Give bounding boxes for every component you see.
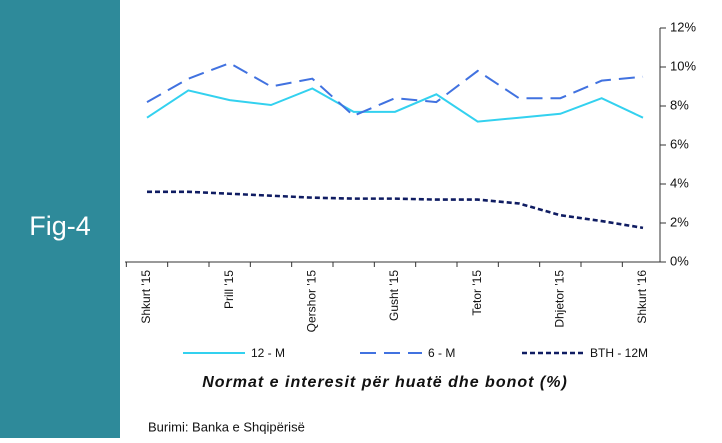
- series-line: [147, 190, 644, 230]
- x-tick-label: Shkurt '15: [139, 270, 153, 324]
- figure-label: Fig-4: [29, 211, 91, 241]
- y-tick-label: 10%: [670, 58, 696, 73]
- chart-title: Normat e interesit për huatë dhe bonot (…: [202, 374, 568, 391]
- x-tick-label: Prill '15: [222, 270, 236, 309]
- y-tick-label: 6%: [670, 136, 689, 151]
- x-tick-label: Qershor '15: [305, 270, 319, 333]
- x-tick-label: Tetor '15: [470, 270, 484, 316]
- side-panel: [0, 0, 120, 438]
- legend-label: 6 - M: [428, 346, 455, 360]
- source: Burimi: Banka e Shqipërisë: [148, 419, 305, 434]
- x-tick-label: Shkurt '16: [635, 270, 649, 324]
- series-line: [146, 87, 644, 123]
- y-tick-label: 12%: [670, 19, 696, 34]
- x-tick-label: Gusht '15: [387, 270, 401, 321]
- legend-label: BTH - 12M: [590, 346, 648, 360]
- series-line: [146, 61, 644, 117]
- y-tick-label: 8%: [670, 97, 689, 112]
- legend-label: 12 - M: [251, 346, 285, 360]
- y-tick-label: 2%: [670, 214, 689, 229]
- x-tick-label: Dhjetor '15: [553, 270, 567, 328]
- y-tick-label: 4%: [670, 175, 689, 190]
- y-tick-label: 0%: [670, 253, 689, 268]
